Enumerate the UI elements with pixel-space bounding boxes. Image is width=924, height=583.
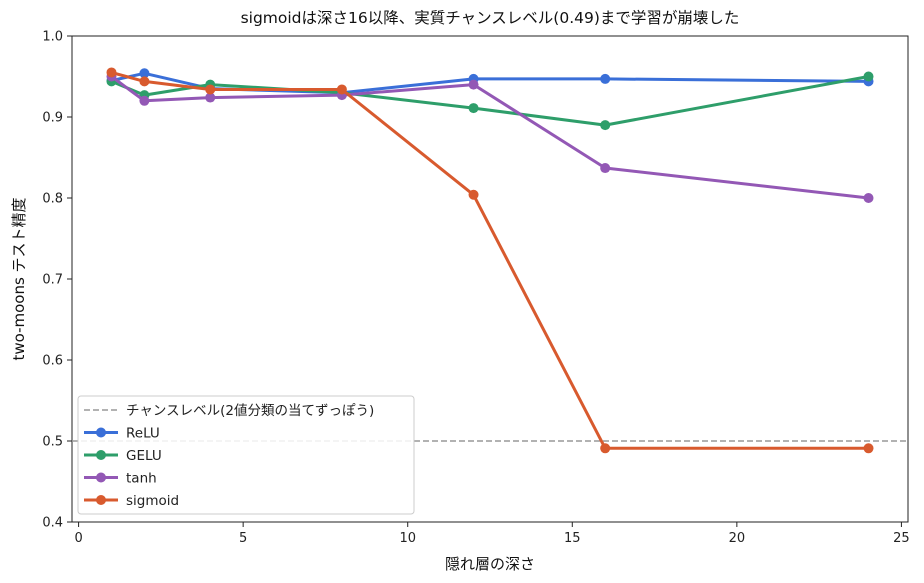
x-tick-label: 25 [893,531,910,546]
y-tick-label: 0.9 [42,111,63,126]
legend-box [77,395,415,515]
legend-marker-sigmoid [96,495,106,505]
y-tick-label: 0.5 [42,435,63,450]
data-point-gelu [468,103,479,114]
data-point-sigmoid [336,84,347,95]
y-axis-label: two-moons テスト精度 [10,197,28,360]
x-tick-label: 0 [74,531,82,546]
data-point-sigmoid [205,84,216,95]
legend-label-chance-level: チャンスレベル(2値分類の当てずっぽう) [126,403,374,419]
legend-marker-tanh [96,472,106,483]
legend-label-sigmoid: sigmoid [126,493,179,509]
data-point-tanh [600,163,611,174]
y-tick-label: 0.4 [42,516,63,531]
legend-marker-relu [96,427,106,438]
x-tick-label: 5 [239,531,247,546]
data-point-gelu [600,120,611,131]
data-point-sigmoid [468,189,479,200]
legend-marker-gelu [96,450,106,460]
data-point-relu [139,68,150,79]
data-point-sigmoid [139,76,150,87]
x-axis-label: 隠れ層の深さ [445,555,535,573]
data-point-gelu [863,71,874,82]
data-point-sigmoid [863,443,874,454]
x-tick-label: 20 [729,531,746,546]
legend: チャンスレベル(2値分類の当てずっぽう) ReLU GELU tanh sigmoid [77,395,415,515]
data-point-tanh [863,193,874,203]
data-point-tanh [139,95,150,106]
y-tick-label: 0.7 [42,273,63,288]
legend-label-tanh: tanh [126,471,157,487]
data-point-tanh [205,92,216,103]
legend-label-gelu: GELU [126,448,162,464]
data-point-relu [600,73,611,84]
x-tick-label: 10 [399,531,416,546]
y-tick-label: 0.6 [42,354,63,369]
series-tanh [106,71,874,203]
x-tick-label: 15 [564,531,581,546]
series-sigmoid [106,67,874,454]
legend-label-relu: ReLU [126,426,160,442]
chart-title: sigmoidは深さ16以降、実質チャンスレベル(0.49)まで学習が崩壊した [241,9,740,27]
data-point-sigmoid [600,443,611,454]
y-tick-label: 0.8 [42,192,63,207]
data-point-tanh [468,79,479,90]
data-point-sigmoid [106,67,117,78]
y-tick-label: 1.0 [42,30,63,45]
